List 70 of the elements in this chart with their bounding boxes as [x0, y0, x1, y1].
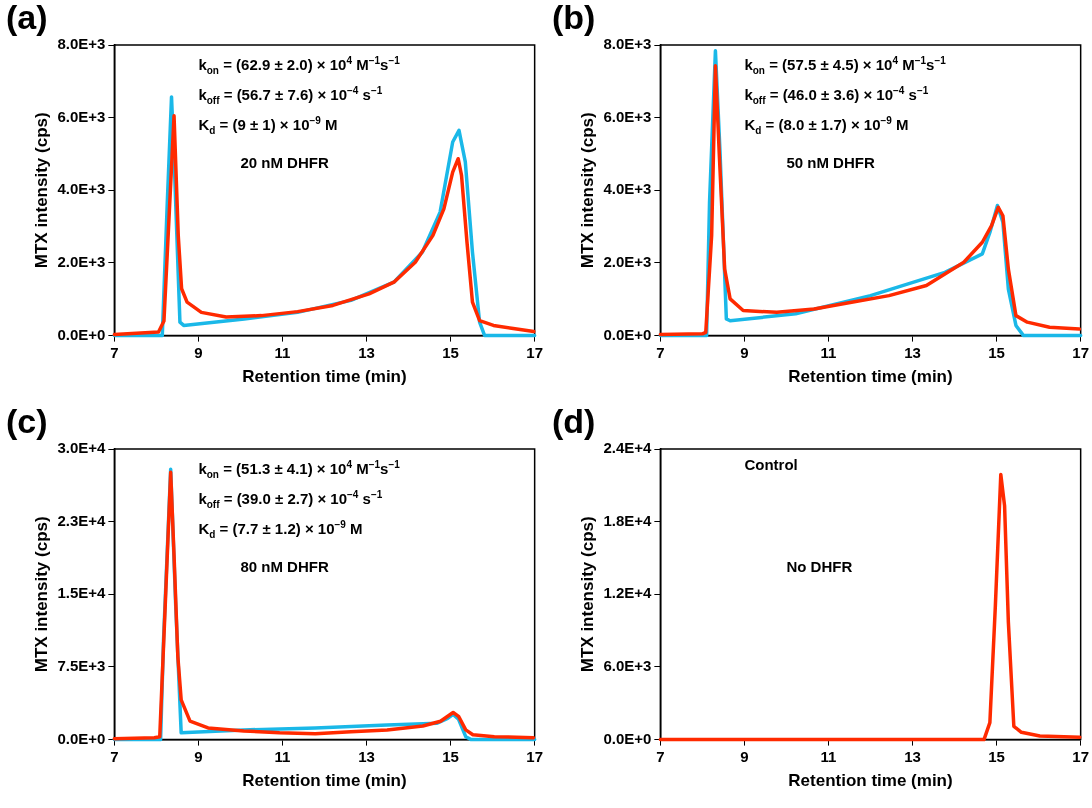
x-tick-label: 13: [904, 747, 921, 765]
x-tick-label: 7: [656, 747, 665, 765]
x-axis-title: Retention time (min): [242, 367, 407, 387]
y-tick-label: 6.0E+3: [603, 657, 652, 675]
annotation: 20 nM DHFR: [240, 152, 329, 173]
y-tick-label: 2.3E+4: [57, 511, 107, 529]
y-tick-label: 3.0E+4: [57, 439, 107, 457]
x-tick-label: 15: [988, 343, 1005, 361]
y-axis-title: MTX intensity (cps): [31, 112, 51, 269]
x-axis-title: Retention time (min): [242, 771, 407, 791]
x-tick-label: 17: [526, 747, 543, 765]
x-tick-label: 11: [274, 747, 291, 765]
x-tick-label: 13: [904, 343, 921, 361]
x-tick-label: 11: [274, 343, 291, 361]
y-tick-label: 2.0E+3: [57, 253, 106, 271]
x-tick-label: 15: [442, 343, 459, 361]
x-tick-label: 17: [1072, 747, 1089, 765]
y-tick-label: 7.5E+3: [57, 657, 106, 675]
annotation: k$_{on}$ = (62.9 ± 2.0) × 10$^{4}$ M$^{−1}$s$^{−1}$: [198, 54, 400, 78]
x-tick-label: 9: [740, 747, 749, 765]
x-tick-label: 17: [1072, 343, 1089, 361]
x-tick-label: 9: [194, 747, 203, 765]
x-tick-label: 15: [442, 747, 459, 765]
annotation: k$_{off}$ = (46.0 ± 3.6) × 10$^{−4}$ s$^{−1}$: [744, 84, 930, 108]
y-tick-label: 8.0E+3: [57, 35, 106, 53]
annotation: K$_{d}$ = (7.7 ± 1.2) × 10$^{−9}$ M: [198, 518, 364, 542]
chart-title: (c): [6, 402, 48, 441]
chart-title: (a): [6, 0, 48, 37]
y-tick-label: 4.0E+3: [603, 180, 652, 198]
x-tick-label: 15: [988, 747, 1005, 765]
x-tick-label: 9: [740, 343, 749, 361]
annotation: K$_{d}$ = (8.0 ± 1.7) × 10$^{−9}$ M: [744, 114, 910, 138]
y-tick-label: 0.0E+0: [603, 729, 652, 747]
y-tick-label: 1.2E+4: [603, 584, 653, 602]
y-tick-label: 0.0E+0: [603, 325, 652, 343]
annotation: K$_{d}$ = (9 ± 1) × 10$^{−9}$ M: [198, 114, 339, 138]
annotation: k$_{off}$ = (56.7 ± 7.6) × 10$^{−4}$ s$^{−1}$: [198, 84, 384, 108]
chart-title: (d): [552, 402, 596, 441]
annotation: k$_{on}$ = (51.3 ± 4.1) × 10$^{4}$ M$^{−1}$s$^{−1}$: [198, 458, 400, 482]
x-tick-label: 13: [358, 747, 375, 765]
annotation: k$_{on}$ = (57.5 ± 4.5) × 10$^{4}$ M$^{−1}$s$^{−1}$: [744, 54, 946, 78]
y-tick-label: 1.5E+4: [57, 584, 107, 602]
x-tick-label: 17: [526, 343, 543, 361]
annotation: Control: [744, 455, 798, 475]
y-tick-label: 2.0E+3: [603, 253, 652, 271]
x-tick-label: 11: [820, 343, 837, 361]
x-tick-label: 11: [820, 747, 837, 765]
y-tick-label: 1.8E+4: [603, 511, 653, 529]
y-tick-label: 0.0E+0: [57, 729, 106, 747]
x-tick-label: 13: [358, 343, 375, 361]
x-tick-label: 9: [194, 343, 203, 361]
annotation: 50 nM DHFR: [786, 152, 875, 173]
y-axis-title: MTX intensity (cps): [577, 516, 597, 673]
y-axis-title: MTX intensity (cps): [31, 516, 51, 673]
y-tick-label: 0.0E+0: [57, 325, 106, 343]
y-tick-label: 8.0E+3: [603, 35, 652, 53]
x-axis-title: Retention time (min): [788, 367, 953, 387]
y-tick-label: 4.0E+3: [57, 180, 106, 198]
annotation: k$_{off}$ = (39.0 ± 2.7) × 10$^{−4}$ s$^{−1}$: [198, 488, 384, 512]
chart-title: (b): [552, 0, 596, 37]
y-tick-label: 2.4E+4: [603, 439, 653, 457]
annotation: No DHFR: [786, 556, 853, 577]
y-tick-label: 6.0E+3: [57, 107, 106, 125]
x-tick-label: 7: [656, 343, 665, 361]
y-axis-title: MTX intensity (cps): [577, 112, 597, 269]
x-axis-title: Retention time (min): [788, 771, 953, 791]
y-tick-label: 6.0E+3: [603, 107, 652, 125]
x-tick-label: 7: [110, 747, 119, 765]
annotation: 80 nM DHFR: [240, 556, 329, 577]
x-tick-label: 7: [110, 343, 119, 361]
